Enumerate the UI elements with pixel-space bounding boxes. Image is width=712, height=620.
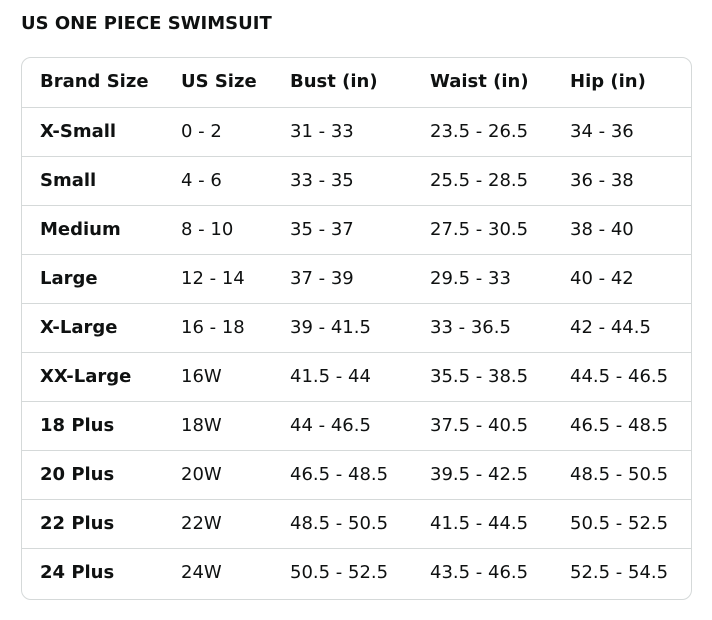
table-row: 18 Plus 18W 44 - 46.5 37.5 - 40.5 46.5 -… [22,401,691,451]
cell-brand-size: Small [22,156,163,206]
cell-hip: 44.5 - 46.5 [552,352,691,402]
cell-us-size: 16 - 18 [163,303,272,353]
cell-us-size: 18W [163,401,272,451]
cell-waist: 27.5 - 30.5 [412,205,552,255]
cell-bust: 48.5 - 50.5 [272,499,412,549]
header-brand-size: Brand Size [22,58,163,108]
cell-us-size: 20W [163,450,272,500]
table-header-row: Brand Size US Size Bust (in) Waist (in) … [22,58,691,108]
cell-waist: 43.5 - 46.5 [430,561,529,583]
cell-hip: 34 - 36 [552,107,691,157]
table-row: XX-Large 16W 41.5 - 44 35.5 - 38.5 44.5 … [22,352,691,402]
cell-bust: 44 - 46.5 [272,401,412,451]
table-row: 22 Plus 22W 48.5 - 50.5 41.5 - 44.5 50.5… [22,499,691,549]
table-row: Medium 8 - 10 35 - 37 27.5 - 30.5 38 - 4… [22,205,691,255]
cell-us-size: 24W [181,561,222,583]
cell-waist: 41.5 - 44.5 [412,499,552,549]
cell-waist: 29.5 - 33 [412,254,552,304]
cell-brand-size: 20 Plus [22,450,163,500]
table-row: Large 12 - 14 37 - 39 29.5 - 33 40 - 42 [22,254,691,304]
cell-waist: 25.5 - 28.5 [412,156,552,206]
cell-us-size: 12 - 14 [163,254,272,304]
cell-brand-size: Medium [22,205,163,255]
cell-bust: 37 - 39 [272,254,412,304]
table-row: X-Small 0 - 2 31 - 33 23.5 - 26.5 34 - 3… [22,107,691,157]
header-waist: Waist (in) [412,58,552,108]
cell-waist: 33 - 36.5 [412,303,552,353]
cell-us-size: 16W [163,352,272,402]
size-chart-table: Brand Size US Size Bust (in) Waist (in) … [22,58,691,597]
cell-waist: 23.5 - 26.5 [412,107,552,157]
cell-us-size: 22W [163,499,272,549]
cell-hip: 36 - 38 [552,156,691,206]
cell-waist: 37.5 - 40.5 [412,401,552,451]
header-hip: Hip (in) [552,58,691,108]
cell-bust: 46.5 - 48.5 [272,450,412,500]
cell-brand-size: X-Large [22,303,163,353]
page-title: US ONE PIECE SWIMSUIT [21,13,272,34]
table-row: Small 4 - 6 33 - 35 25.5 - 28.5 36 - 38 [22,156,691,206]
cell-hip: 52.5 - 54.5 [570,561,669,583]
cell-bust: 35 - 37 [272,205,412,255]
cell-bust: 50.5 - 52.5 [290,561,389,583]
header-bust: Bust (in) [272,58,412,108]
cell-brand-size: 18 Plus [22,401,163,451]
cell-bust: 31 - 33 [272,107,412,157]
cell-bust: 39 - 41.5 [272,303,412,353]
table-row: X-Large 16 - 18 39 - 41.5 33 - 36.5 42 -… [22,303,691,353]
cell-brand-size: 24 Plus [40,561,115,583]
cell-bust: 41.5 - 44 [272,352,412,402]
table-row: 20 Plus 20W 46.5 - 48.5 39.5 - 42.5 48.5… [22,450,691,500]
cell-brand-size: X-Small [22,107,163,157]
cell-brand-size: XX-Large [22,352,163,402]
cell-brand-size: 22 Plus [22,499,163,549]
cell-waist: 35.5 - 38.5 [412,352,552,402]
cell-hip: 48.5 - 50.5 [552,450,691,500]
table-row: 24 Plus 24W 50.5 - 52.5 43.5 - 46.5 52.5… [22,548,691,597]
cell-hip: 38 - 40 [552,205,691,255]
cell-brand-size: Large [22,254,163,304]
cell-bust: 33 - 35 [272,156,412,206]
cell-us-size: 8 - 10 [163,205,272,255]
cell-us-size: 0 - 2 [163,107,272,157]
cell-hip: 46.5 - 48.5 [552,401,691,451]
cell-us-size: 4 - 6 [163,156,272,206]
header-us-size: US Size [163,58,272,108]
cell-hip: 50.5 - 52.5 [552,499,691,549]
cell-hip: 40 - 42 [552,254,691,304]
size-chart-table-container: Brand Size US Size Bust (in) Waist (in) … [21,57,692,600]
cell-waist: 39.5 - 42.5 [412,450,552,500]
cell-hip: 42 - 44.5 [552,303,691,353]
